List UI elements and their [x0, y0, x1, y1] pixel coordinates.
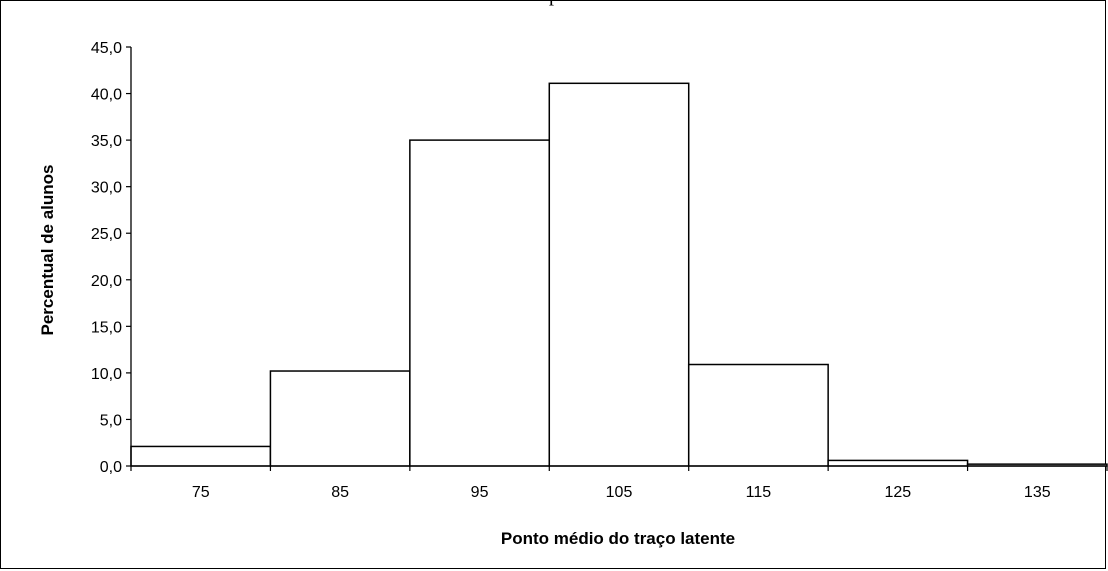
- y-tick-label: 20,0: [91, 273, 122, 290]
- bar-75: [130, 445, 272, 467]
- x-tick-label: 135: [1024, 484, 1051, 501]
- bar-105: [548, 82, 690, 467]
- x-tick-label: 95: [471, 484, 489, 501]
- y-tick-label: 0,0: [100, 459, 122, 476]
- bar-85: [269, 370, 411, 467]
- x-tick-label: 85: [331, 484, 349, 501]
- x-axis-label: Ponto médio do traço latente: [501, 529, 735, 548]
- x-tick-label: 115: [746, 484, 772, 501]
- y-axis-label: Percentual de alunos: [38, 165, 57, 336]
- x-tick-label: 105: [606, 484, 633, 501]
- y-tick-label: 45,0: [91, 40, 122, 57]
- bar-125: [827, 459, 969, 467]
- x-axis-ticks: 75 85 95 105 115 125 135: [130, 466, 1108, 501]
- y-tick-label: 40,0: [91, 87, 122, 104]
- bars: [130, 82, 1108, 467]
- x-tick-label: 125: [885, 484, 912, 501]
- x-tick-label: 75: [192, 484, 210, 501]
- clipped-top-text: p: [0, 0, 1108, 7]
- y-axis-ticks: 0,0 5,0 10,0 15,0 20,0 25,0 30,0 35,0 40,0 45,0: [91, 40, 131, 476]
- y-tick-label: 30,0: [91, 180, 122, 197]
- y-tick-label: 5,0: [100, 412, 122, 429]
- bar-115: [687, 363, 829, 467]
- bar-95: [409, 139, 551, 467]
- y-tick-label: 25,0: [91, 226, 122, 243]
- y-tick-label: 35,0: [91, 133, 122, 150]
- y-tick-label: 10,0: [91, 366, 122, 383]
- y-tick-label: 15,0: [91, 319, 122, 336]
